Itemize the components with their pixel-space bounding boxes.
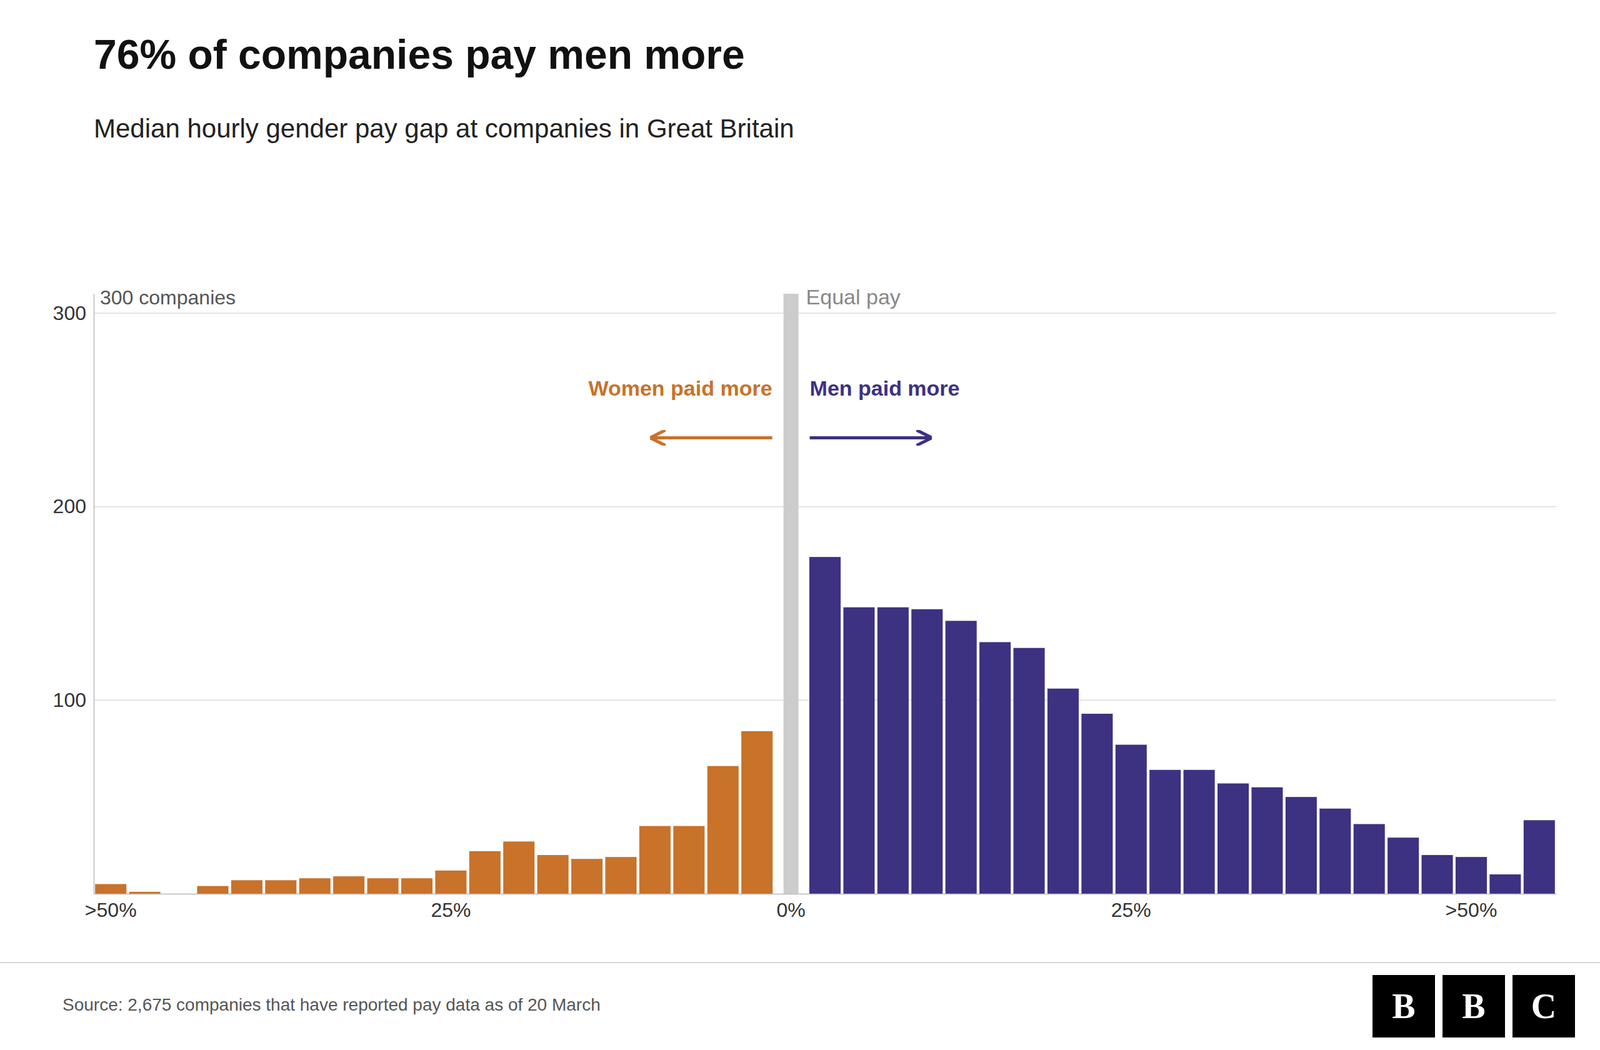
bar — [1319, 808, 1351, 894]
bar — [605, 856, 637, 894]
x-tick: 0% — [776, 893, 805, 922]
bar — [1217, 783, 1249, 894]
annotation: Men paid more — [810, 376, 960, 400]
bar — [1455, 856, 1487, 894]
bar — [809, 556, 841, 894]
x-tick-label: >50% — [85, 898, 137, 922]
bar — [741, 731, 773, 894]
y-tick: 200 — [53, 495, 94, 518]
bar — [95, 884, 127, 894]
plot: >50% 25% 0% 25% >50% 100 200 300 300 companies Eq… — [53, 285, 1557, 922]
logo-box — [1372, 975, 1435, 1038]
x-tick-label: 0% — [776, 898, 805, 922]
y-tick-label: 200 — [53, 495, 87, 518]
bar — [979, 641, 1011, 894]
logo-letter: B — [1391, 986, 1415, 1026]
bar — [333, 876, 365, 894]
bar — [1353, 824, 1385, 894]
bar — [945, 620, 977, 894]
x-tick-label: 25% — [1111, 898, 1152, 922]
y-axis: 100 200 300 — [53, 294, 95, 895]
y-axis-line — [93, 294, 95, 895]
logo-box — [1512, 975, 1575, 1038]
chart: 76% of companies pay men more Median hour… — [0, 0, 1600, 1050]
bar — [1081, 713, 1113, 894]
bar — [911, 609, 943, 894]
bar — [231, 880, 263, 894]
bar — [639, 826, 671, 894]
annotation: Equal pay — [806, 285, 901, 309]
bar — [1251, 787, 1283, 894]
x-tick: >50% — [1445, 893, 1498, 922]
bar — [299, 878, 331, 894]
bar — [367, 878, 399, 894]
bar — [1149, 770, 1181, 894]
x-tick-label: >50% — [1445, 898, 1498, 922]
bars — [95, 293, 1555, 894]
bar — [673, 826, 705, 894]
logo-box — [1442, 975, 1505, 1038]
bar — [877, 607, 909, 894]
x-tick: 25% — [430, 893, 471, 922]
bar — [1489, 874, 1521, 894]
x-axis-line — [94, 893, 1557, 895]
y-tick-label: 100 — [53, 688, 87, 712]
separator — [0, 961, 1600, 964]
bar — [707, 766, 739, 894]
y-tick: 100 — [53, 688, 94, 712]
equal-pay-band — [783, 293, 799, 894]
bar — [469, 851, 501, 894]
annotation-arrow — [653, 436, 772, 440]
y-tick-label: 300 — [53, 301, 87, 325]
x-axis: >50% 25% 0% 25% >50% — [85, 893, 1557, 922]
title: 76% of companies pay men more — [93, 31, 745, 78]
bar — [537, 855, 569, 894]
x-tick-label: 25% — [430, 898, 471, 922]
logo-letter: B — [1461, 986, 1485, 1026]
bar — [503, 841, 535, 894]
bar — [1387, 837, 1419, 894]
bar — [196, 886, 229, 894]
bar — [1047, 688, 1079, 894]
x-tick: 25% — [1111, 893, 1152, 922]
bar — [1421, 855, 1454, 894]
annotation: Women paid more — [588, 376, 772, 400]
grid-line — [93, 312, 1557, 314]
bar — [401, 878, 433, 894]
logo: BBC — [1372, 975, 1575, 1038]
bar — [265, 880, 297, 894]
bar — [1523, 820, 1555, 894]
y-tick: 300 — [53, 301, 94, 325]
bar — [435, 870, 467, 894]
subtitle: Median hourly gender pay gap at companie… — [93, 113, 795, 144]
y-label: 300 companies — [100, 286, 236, 309]
bar — [1115, 745, 1147, 894]
bar — [129, 891, 161, 894]
bar — [1183, 770, 1215, 894]
bar — [843, 607, 875, 894]
annotation-arrow — [810, 436, 929, 440]
x-tick: >50% — [85, 893, 137, 922]
bar — [571, 858, 603, 894]
grid-line — [93, 506, 1557, 508]
logo-letter: C — [1531, 986, 1557, 1026]
bar — [1013, 648, 1045, 894]
bar — [1285, 796, 1317, 894]
source: Source: 2,675 companies that have report… — [62, 995, 601, 1015]
